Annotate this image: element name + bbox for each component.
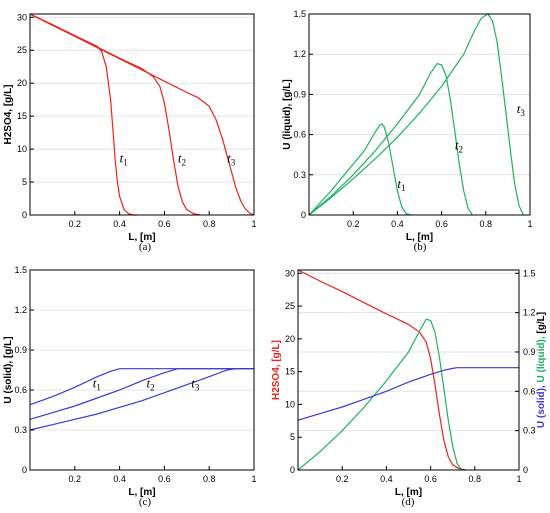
x-tick-label: 1 <box>527 219 532 229</box>
x-tick-label: 0.6 <box>435 219 448 229</box>
y-tick-label: 1.2 <box>293 49 306 59</box>
panel-label: (c) <box>139 496 152 508</box>
y-tick-label: 0.3 <box>14 425 27 435</box>
plot-frame <box>297 269 520 471</box>
curve-label-b-2: t2 <box>455 137 463 154</box>
series-line-b-2 <box>308 62 474 216</box>
y-right-axis-label-part: [g/L] <box>536 312 547 334</box>
y-tick-label: 0 <box>301 210 306 220</box>
series-line-b-1 <box>308 123 411 216</box>
series-line-d-2 <box>297 318 462 471</box>
curve-label-c-2: t2 <box>146 375 154 392</box>
chart-panel-b: t1 t2 t3 0.2 0.4 0.6 0.8 1 0 0.3 0.6 0.9 1.2 1.5 L, [m… <box>282 9 533 253</box>
x-axis-label: L, [m] <box>395 487 422 498</box>
panel-label: (a) <box>139 241 152 253</box>
x-tick-label: 0.2 <box>69 474 82 484</box>
y-tick-label: 25 <box>17 45 27 55</box>
x-tick-label: 0.8 <box>203 219 216 229</box>
chart-panel-c: t1 t2 t3 0.2 0.4 0.6 0.8 1 0 0.3 0.6 0.9 1.2 1.5 L, [m… <box>3 265 257 508</box>
y-tick-label: 20 <box>17 78 27 88</box>
y-right-tick-label: 0.9 <box>523 347 536 357</box>
y-right-axis-label: U (solid), U (liquid), [g/L] <box>536 312 547 428</box>
y-axis-label: U (solid), [g/L] <box>3 336 14 403</box>
y-tick-label: 0.6 <box>14 385 27 395</box>
series-line-a-2 <box>29 13 201 216</box>
y-right-tick-label: 0 <box>523 465 528 475</box>
y-tick-label: 20 <box>285 334 295 344</box>
curve-label-c-1: t1 <box>93 375 101 392</box>
series-line-c-2 <box>29 368 254 420</box>
x-axis-label: L, [m] <box>406 232 433 243</box>
y-right-tick-label: 1.2 <box>523 308 536 318</box>
curve-label-a-1: t1 <box>120 150 128 167</box>
curve-label-b-3: t3 <box>517 101 526 118</box>
x-tick-label: 0.2 <box>347 219 360 229</box>
series-line-a-1 <box>29 13 138 216</box>
series-line-d-1 <box>297 269 467 471</box>
curve-label-a-2: t2 <box>178 150 186 167</box>
x-tick-label: 0.8 <box>480 219 493 229</box>
x-axis-label: L, [m] <box>128 487 155 498</box>
y-tick-label: 0 <box>22 210 27 220</box>
y-tick-label: 30 <box>17 12 27 22</box>
y-tick-label: 30 <box>285 268 295 278</box>
x-tick-label: 0.6 <box>158 474 171 484</box>
series-line-d-3 <box>297 367 519 421</box>
chart-panel-d: 0.2 0.4 0.6 0.8 105101520253000.30.60.91.21.… <box>271 268 547 508</box>
x-tick-label: 1 <box>516 474 521 484</box>
y-axis-label: H2SO4, [g/L] <box>3 84 14 144</box>
series-line-c-3 <box>29 368 254 431</box>
x-tick-label: 0.2 <box>69 219 82 229</box>
x-tick-label: 0.8 <box>469 474 482 484</box>
series-line-c-1 <box>29 368 254 406</box>
y-tick-label: 25 <box>285 301 295 311</box>
series-line-a-3 <box>29 13 255 216</box>
x-tick-label: 0.4 <box>113 219 126 229</box>
panel-label: (b) <box>414 241 427 253</box>
x-tick-label: 0.4 <box>113 474 126 484</box>
y-tick-label: 1.5 <box>14 265 27 275</box>
y-tick-label: 0.6 <box>293 130 306 140</box>
y-tick-label: 15 <box>17 111 27 121</box>
y-right-axis-label-part: U (liquid), <box>536 334 547 383</box>
y-right-tick-label: 1.5 <box>523 268 536 278</box>
y-tick-label: 0 <box>290 465 295 475</box>
panel-label: (d) <box>402 496 415 508</box>
curve-label-c-3: t3 <box>191 375 200 392</box>
x-tick-label: 0.2 <box>336 474 349 484</box>
x-tick-label: 0.8 <box>203 474 216 484</box>
y-tick-label: 5 <box>290 432 295 442</box>
y-axis-label: H2SO4, [g/L] <box>271 340 282 400</box>
x-tick-label: 0.4 <box>380 474 393 484</box>
y-tick-label: 5 <box>22 177 27 187</box>
y-tick-label: 10 <box>285 399 295 409</box>
y-tick-label: 0.9 <box>14 345 27 355</box>
plot-frame <box>308 13 531 216</box>
y-right-axis-label-part: U (solid), <box>536 382 547 428</box>
x-tick-label: 0.6 <box>158 219 171 229</box>
curve-label-b-1: t1 <box>397 176 405 193</box>
y-tick-label: 0.9 <box>293 89 306 99</box>
y-tick-label: 1.2 <box>14 305 27 315</box>
y-tick-label: 15 <box>285 367 295 377</box>
y-right-tick-label: 0.6 <box>523 386 536 396</box>
series-line-b-3 <box>308 13 524 216</box>
y-tick-label: 0.3 <box>293 170 306 180</box>
y-tick-label: 10 <box>17 144 27 154</box>
plot-frame <box>29 13 255 216</box>
x-tick-label: 0.6 <box>424 474 437 484</box>
curve-label-a-3: t3 <box>227 150 236 167</box>
y-axis-label: U (liquid), [g/L] <box>282 79 293 150</box>
y-tick-label: 0 <box>22 465 27 475</box>
x-tick-label: 0.4 <box>391 219 404 229</box>
x-axis-label: L, [m] <box>128 232 155 243</box>
y-tick-label: 1.5 <box>293 9 306 19</box>
plot-frame <box>29 269 255 471</box>
x-tick-label: 1 <box>251 474 256 484</box>
y-right-tick-label: 0.3 <box>523 426 536 436</box>
x-tick-label: 1 <box>251 219 256 229</box>
